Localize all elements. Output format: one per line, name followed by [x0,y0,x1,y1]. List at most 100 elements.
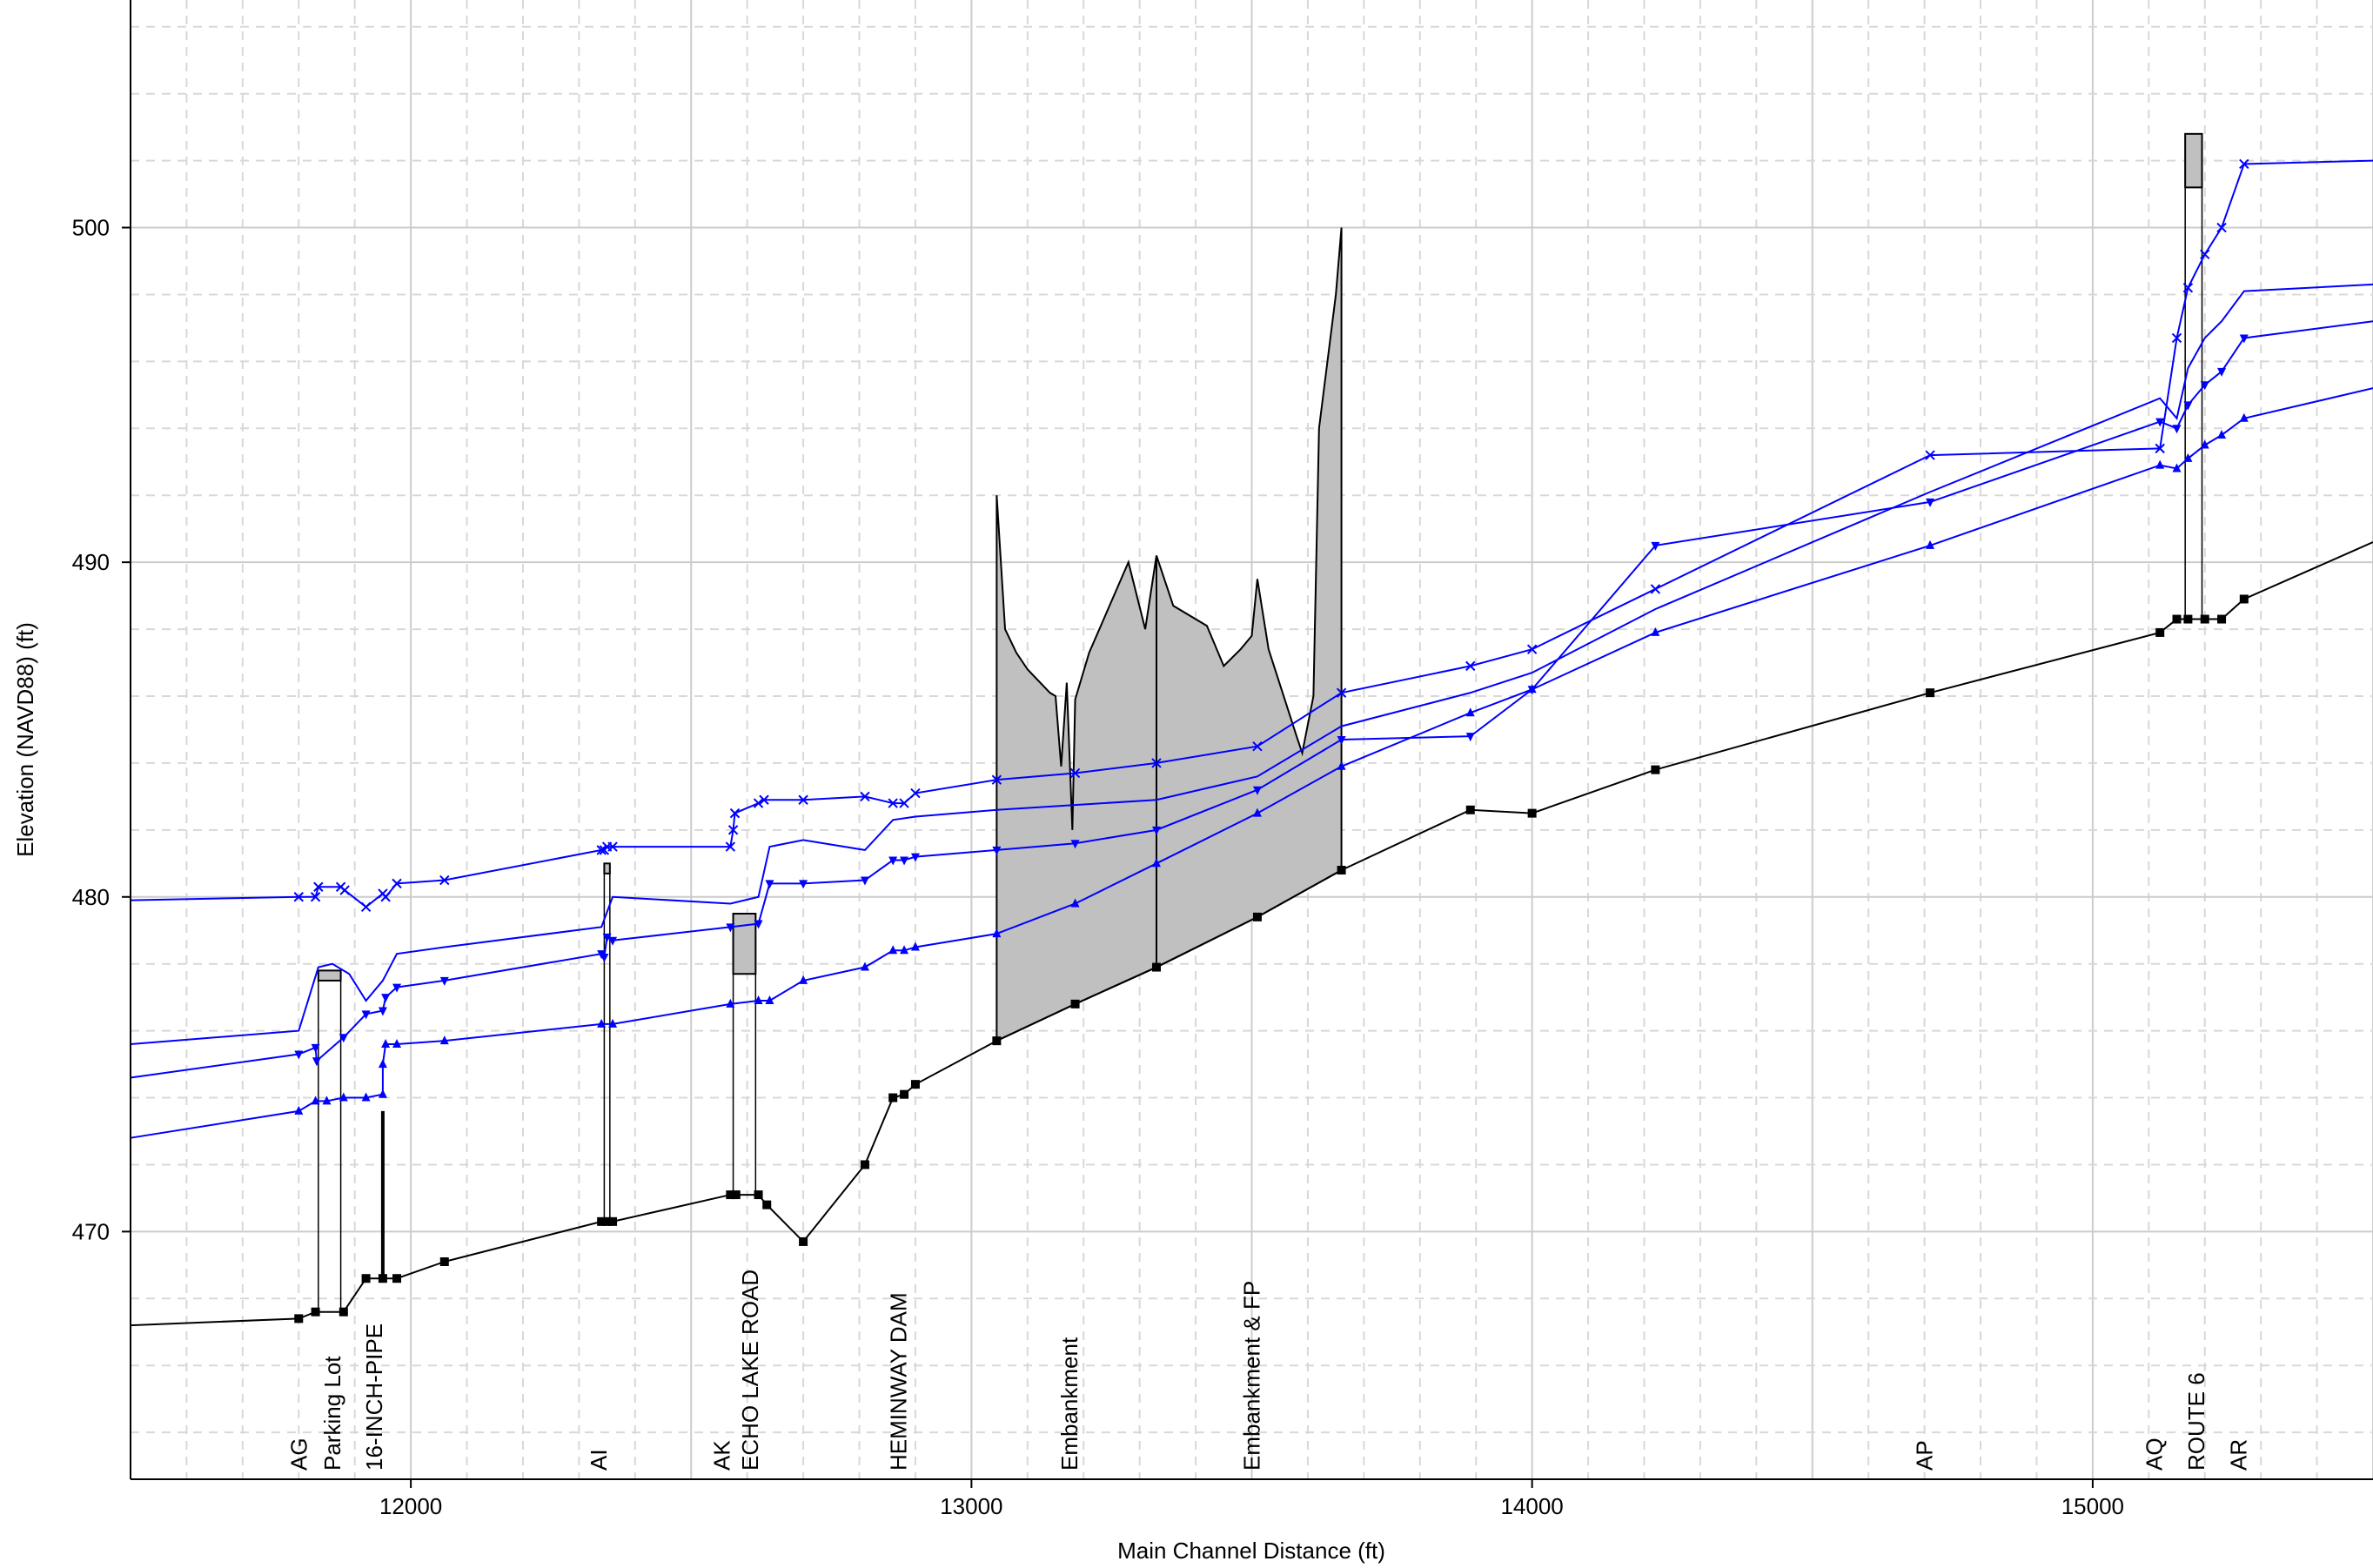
water-point [339,885,350,895]
bed-point [900,1089,909,1099]
bed-point [1527,808,1537,818]
embankment-shape [995,227,1343,1042]
water-point [910,941,920,951]
water-point [726,923,735,933]
water-point [1650,584,1661,594]
water-point [311,1096,320,1105]
water-point [2200,439,2209,449]
bed-point [2217,614,2227,624]
bed-point [2172,614,2182,624]
station-labels: AG Parking Lot 16-INCH-PIPE AI AK ECHO LAKE R… [285,1270,2251,1471]
water-point [729,807,741,819]
water-point [754,995,763,1004]
water-line [130,283,2373,1045]
water-point [596,845,607,855]
bridge-deck [2184,132,2203,189]
bed-point [1651,765,1660,774]
water-point [910,853,920,862]
station-label: AG [285,1437,312,1471]
water-point [1151,826,1161,835]
station-label: 16-INCH-PIPE [361,1323,387,1471]
water-point [2155,443,2165,454]
station-label: AR [2225,1439,2251,1471]
water-point [1527,686,1537,695]
bridge-deck [603,862,611,874]
water-point [2200,249,2210,260]
water-point [293,892,304,902]
water-point [607,841,618,852]
water-point [1337,761,1346,770]
water-point [2155,459,2165,469]
water-point [322,1096,332,1105]
water-point [2182,283,2194,293]
series-group [130,158,2373,1327]
water-point [1925,450,1935,460]
water-point [1465,660,1476,672]
water-point [2172,425,2182,434]
water-point [726,998,735,1008]
water-point [392,1039,402,1048]
y-tick-label: 500 [72,215,110,241]
water-point [899,798,909,808]
water-point [992,928,1002,938]
bed-point [1926,688,1935,698]
water-point [378,1059,387,1069]
water-point [2155,418,2165,427]
water-point [378,1089,387,1098]
bed-point [597,1216,607,1226]
water-point [992,846,1002,855]
water-point [2239,158,2249,170]
bed-point [608,1216,618,1226]
water-point [765,880,774,889]
water-point [361,1092,371,1102]
station-label: ECHO LAKE ROAD [737,1270,763,1471]
bed-point [339,1307,348,1317]
water-point [754,920,763,929]
bed-point [439,1257,449,1266]
bed-point [311,1307,320,1317]
x-tick-label: 14000 [1500,1493,1563,1519]
water-point [2217,430,2227,439]
bed-point [378,1274,387,1283]
water-point [798,794,808,805]
water-point [310,892,321,902]
water-point [888,798,898,808]
water-point [1069,767,1081,779]
water-point [313,881,324,892]
water-point [1926,498,1935,507]
bed-point [361,1274,371,1283]
bed-point [1151,962,1161,972]
x-tick-label: 15000 [2061,1493,2124,1519]
station-label: AK [709,1440,735,1471]
bed-point [2239,594,2249,604]
water-point [991,774,1002,785]
y-axis-title: Elevation (NAVD88) (ft) [12,622,38,857]
water-point [1252,807,1262,817]
bed-point [1070,999,1080,1008]
axes [130,0,2373,1480]
bed-point [294,1314,304,1323]
bed-point [731,1190,741,1200]
water-point [2171,332,2182,344]
water-point [311,1043,320,1053]
water-point [381,1039,391,1048]
water-point [2239,334,2249,344]
water-point [1465,707,1475,717]
bed-point [799,1236,808,1246]
water-point [2216,222,2227,233]
x-tick-label: 12000 [379,1493,442,1519]
station-label: Embankment [1056,1337,1083,1471]
water-point [860,962,869,971]
water-point [392,878,402,889]
water-point [1651,627,1660,636]
water-point [294,1050,304,1060]
water-point [888,945,898,955]
bed-point [1252,912,1262,921]
bed-point [1465,805,1475,814]
station-label: Embankment & FP [1239,1281,1265,1471]
water-point [725,841,736,852]
water-point [439,874,450,886]
water-point [392,983,402,993]
water-point [2172,463,2182,472]
